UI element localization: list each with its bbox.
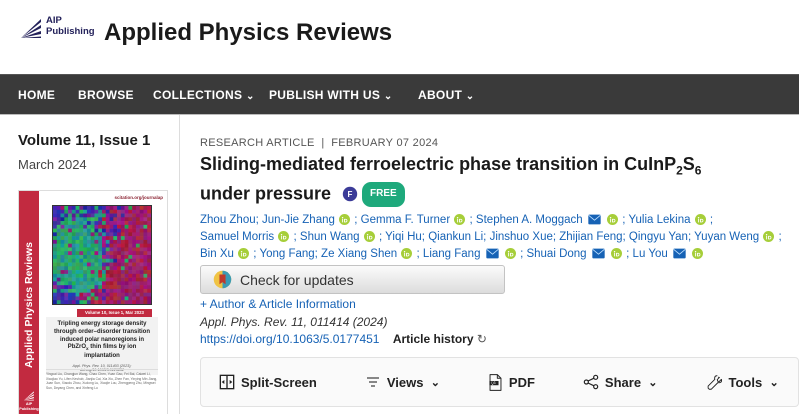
svg-text:F: F xyxy=(348,190,353,199)
